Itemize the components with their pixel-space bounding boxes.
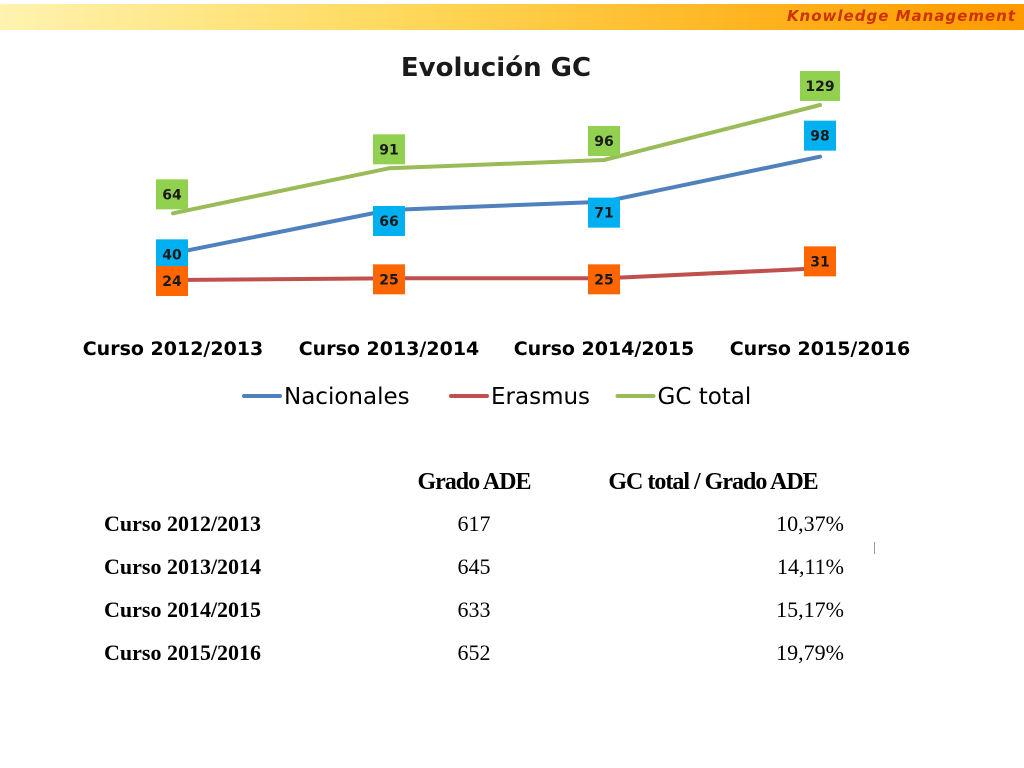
data-label: 96: [594, 134, 613, 150]
table-header-cell: Grado ADE: [417, 468, 531, 495]
plot-area: 40 66 71 98 24 25 25 31 64 91 96 129: [156, 71, 840, 296]
data-label: 64: [162, 187, 182, 203]
series-line-gc-total: [171, 103, 822, 216]
row-label: Curso 2014/2015: [104, 596, 262, 622]
data-label: 71: [594, 206, 613, 222]
data-label: 66: [379, 214, 398, 230]
x-tick-label: Curso 2014/2015: [514, 338, 695, 360]
row-label: Curso 2015/2016: [104, 639, 262, 665]
table-header-cell: GC total / Grado ADE: [608, 468, 818, 495]
grado-ade-value: 652: [457, 639, 491, 665]
data-label-box: [804, 120, 836, 151]
data-label-box: [373, 134, 405, 165]
ratio-table: Grado ADE GC total / Grado ADE Curso 201…: [96, 462, 852, 674]
data-label-box: [800, 71, 840, 101]
series-line-erasmus: [171, 266, 822, 282]
data-label-box: [156, 266, 188, 296]
grado-ade-value: 633: [457, 596, 491, 622]
series-line-nacionales: [171, 154, 822, 256]
data-label-box: [373, 206, 405, 236]
line-chart: Evolución GC 40 66 71 98 24 25 25 31 64 91 96 129 C…: [83, 53, 911, 410]
ratio-value: 15,17%: [776, 596, 844, 622]
table-header-row: Grado ADE GC total / Grado ADE: [96, 462, 852, 502]
data-label: 129: [805, 79, 834, 95]
data-label-box: [804, 246, 836, 277]
data-label-box: [373, 264, 405, 295]
legend-label: Nacionales: [284, 384, 410, 410]
legend-label: Erasmus: [491, 384, 590, 410]
data-label: 91: [379, 142, 398, 158]
header-band: Knowledge Management: [0, 4, 1024, 30]
brand-label: Knowledge Management: [786, 7, 1016, 25]
ratio-value: 19,79%: [776, 639, 844, 665]
data-label: 24: [162, 274, 182, 290]
table-row: Curso 2012/2013 617 10,37%: [96, 502, 852, 545]
data-label-box: [588, 126, 620, 156]
ratio-value: 14,11%: [776, 553, 844, 579]
data-label: 98: [810, 129, 829, 145]
table-row: Curso 2015/2016 652 19,79%: [96, 631, 852, 674]
x-tick-label: Curso 2012/2013: [83, 338, 264, 360]
table-header-cell: [96, 462, 374, 502]
data-label: 40: [162, 247, 182, 263]
chart-title: Evolución GC: [401, 53, 591, 83]
grado-ade-value: 617: [457, 510, 491, 536]
table-row: Curso 2013/2014 645 14,11%: [96, 545, 852, 588]
x-axis-ticks: Curso 2012/2013 Curso 2013/2014 Curso 2014…: [83, 338, 911, 360]
data-label-box: [588, 197, 620, 228]
x-tick-label: Curso 2015/2016: [730, 338, 911, 360]
data-label-box: [156, 239, 188, 270]
data-label: 31: [810, 254, 829, 270]
x-tick-label: Curso 2013/2014: [299, 338, 480, 360]
ratio-value: 10,37%: [776, 510, 844, 536]
row-label: Curso 2013/2014: [104, 553, 262, 579]
divider-mark: [874, 542, 875, 554]
legend-label: GC total: [658, 384, 752, 410]
row-label: Curso 2012/2013: [104, 510, 262, 536]
grado-ade-value: 645: [457, 553, 491, 579]
data-label-box: [156, 179, 188, 210]
data-label-box: [588, 264, 620, 295]
table-row: Curso 2014/2015 633 15,17%: [96, 588, 852, 631]
data-label: 25: [379, 272, 398, 288]
legend: Nacionales Erasmus GC total: [242, 384, 752, 410]
data-label: 25: [594, 272, 613, 288]
